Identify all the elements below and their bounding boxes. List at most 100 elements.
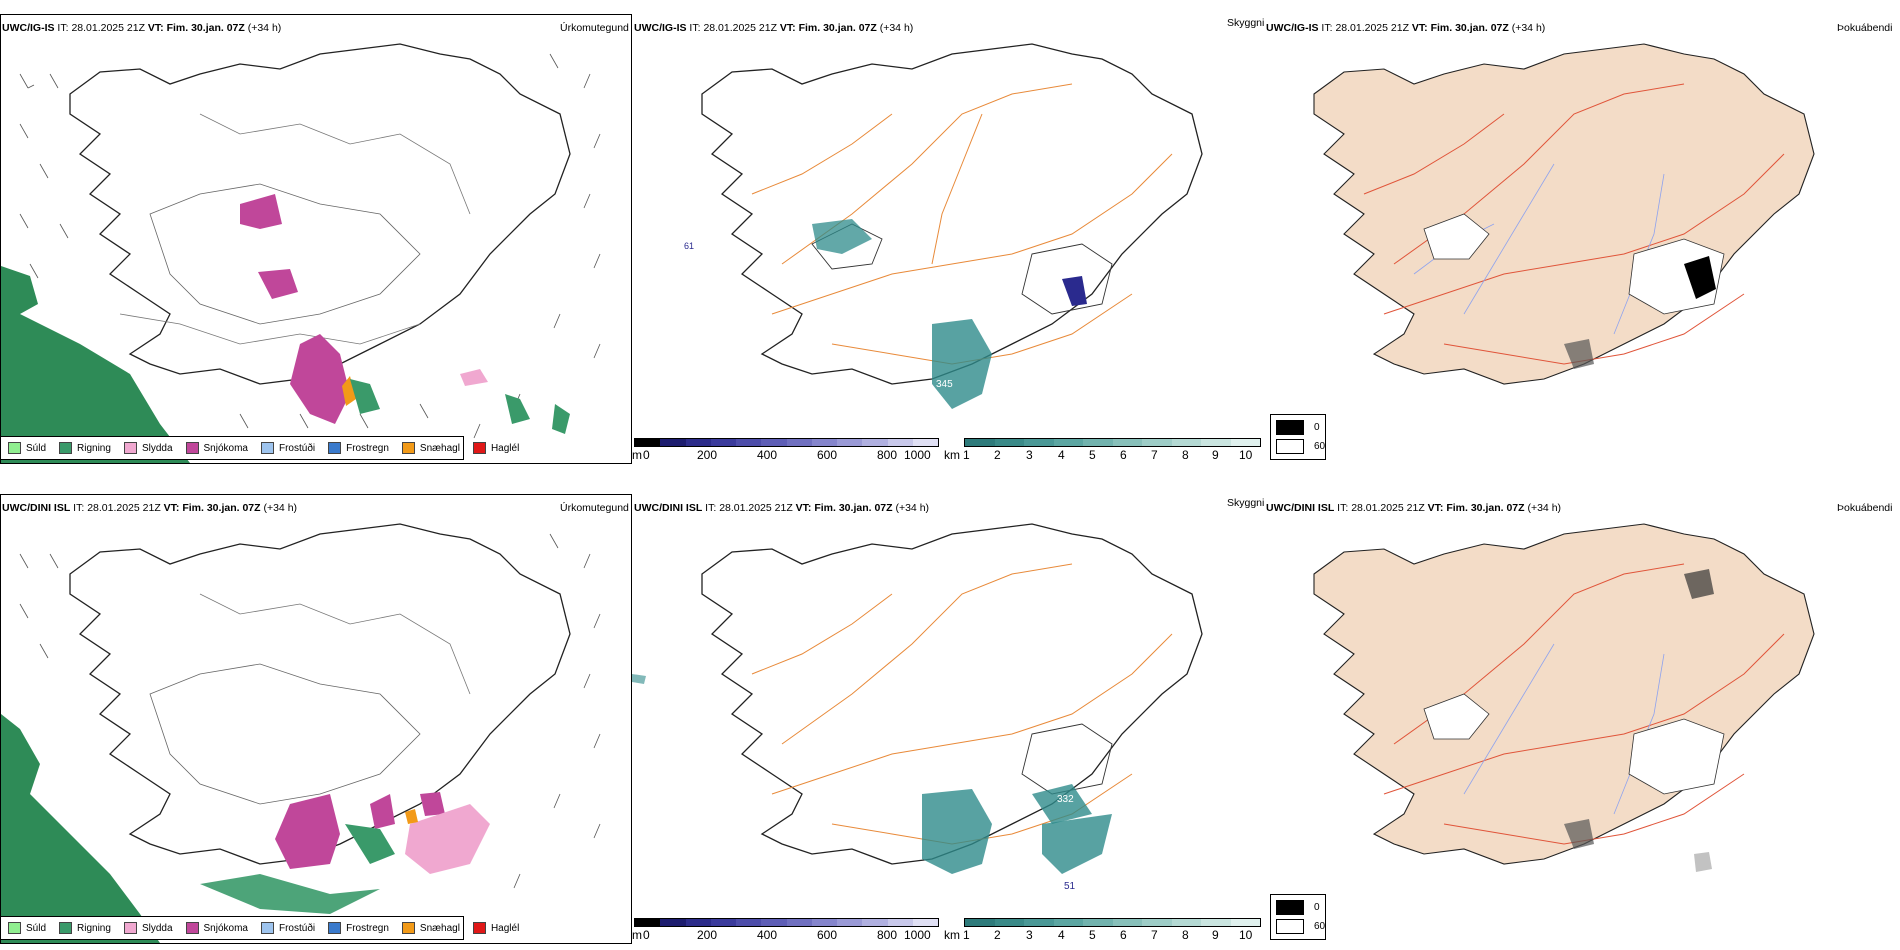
- fog-legend-item-0: 0: [1276, 900, 1320, 915]
- sea-rain-area: [1, 714, 160, 943]
- map-label-945: 945: [972, 878, 989, 889]
- fog-map: [1313, 523, 1815, 872]
- colorbar-cell: [710, 439, 736, 446]
- model-name: UWC/IG-IS: [634, 22, 687, 34]
- lead-time: (+34 h): [879, 22, 914, 34]
- colorbar-cell: [837, 919, 863, 926]
- lead-time: (+34 h): [895, 502, 930, 514]
- colorbar-cell: [1112, 919, 1142, 926]
- legend-item-rigning: Rigning: [59, 442, 111, 454]
- rain-area: [345, 824, 395, 864]
- it-label: IT:: [1337, 502, 1349, 514]
- lead-time: (+34 h): [247, 22, 282, 34]
- swatch: [59, 442, 73, 454]
- colorbar-cell: [887, 919, 913, 926]
- vt-value: Fim. 30.jan. 07Z: [798, 22, 877, 34]
- colorbar-cell: [965, 439, 995, 446]
- colorbar-cell: [1083, 439, 1113, 446]
- colorbar-cell: [1024, 919, 1054, 926]
- colorbar-cell: [710, 919, 736, 926]
- swatch: [8, 922, 21, 934]
- snow-area-3: [420, 792, 445, 816]
- glacier-white-1: [1423, 213, 1490, 260]
- colorbar-strip: [634, 438, 939, 447]
- legend-item-snjokoma: Snjókoma: [185, 922, 248, 934]
- colorbar-cell: [1024, 439, 1054, 446]
- colorbar-cell: [1201, 919, 1231, 926]
- it-label: IT:: [57, 22, 69, 34]
- colorbar-cell: [1171, 439, 1201, 446]
- colorbar-cell: [1053, 439, 1083, 446]
- legend-item-haglel: Haglél: [472, 442, 519, 454]
- glacier-white-2: [1628, 718, 1725, 795]
- panel-header: UWC/DINI ISL IT: 28.01.2025 21Z VT: Fim.…: [2, 502, 297, 514]
- colorbar-cell: [994, 439, 1024, 446]
- lead-time: (+34 h): [1511, 22, 1546, 34]
- map-label-63: 63: [910, 864, 922, 875]
- colorbar-strip: [964, 438, 1261, 447]
- colorbar-cell: [811, 919, 837, 926]
- colorbar-cell: [912, 439, 938, 446]
- colorbar-cell: [1112, 439, 1142, 446]
- vt-label: VT:: [795, 502, 812, 514]
- map-label-345: 345: [936, 379, 953, 390]
- colorbar-cell: [862, 439, 888, 446]
- legend-item-frostregn: Frostregn: [328, 442, 389, 454]
- visibility-panel-row2: UWC/DINI ISL IT: 28.01.2025 21Z VT: Fim.…: [632, 494, 1264, 944]
- panel-header: UWC/DINI ISL IT: 28.01.2025 21Z VT: Fim.…: [634, 502, 929, 514]
- precip-panel-row1: UWC/IG-IS IT: 28.01.2025 21Z VT: Fim. 30…: [0, 14, 632, 464]
- iceland-land: [1313, 43, 1815, 385]
- visibility-colorbar: m 0 200 400 600 800 1000: [632, 436, 942, 464]
- vt-label: VT:: [779, 22, 796, 34]
- lead-time: (+34 h): [1527, 502, 1562, 514]
- colorbar-cell: [1142, 919, 1172, 926]
- panel-header: UWC/IG-IS IT: 28.01.2025 21Z VT: Fim. 30…: [2, 22, 281, 34]
- it-value: 28.01.2025 21Z: [87, 502, 161, 514]
- fog-grey-2: [1564, 819, 1594, 849]
- colorbar-cell: [660, 919, 686, 926]
- cloud-area-1: [812, 219, 872, 254]
- panel-header: UWC/IG-IS IT: 28.01.2025 21Z VT: Fim. 30…: [1266, 22, 1545, 34]
- fog-legend: 0 60: [1270, 894, 1326, 940]
- sleet-area: [460, 369, 488, 386]
- model-name: UWC/DINI ISL: [2, 502, 71, 514]
- swatch: [328, 442, 342, 454]
- panel-title: Þokuábendi: [1837, 502, 1893, 514]
- map-label-326: 326: [936, 874, 953, 885]
- precip-map: [0, 494, 632, 944]
- it-value: 28.01.2025 21Z: [1351, 502, 1425, 514]
- model-name: UWC/DINI ISL: [1266, 502, 1335, 514]
- colorbar-cell: [837, 439, 863, 446]
- glacier-white-1: [1423, 693, 1490, 740]
- map-label-65: 65: [910, 384, 922, 395]
- colorbar-strip: [964, 918, 1261, 927]
- vt-value: Fim. 30.jan. 07Z: [1446, 502, 1525, 514]
- panel-header: UWC/IG-IS IT: 28.01.2025 21Z VT: Fim. 30…: [634, 22, 913, 34]
- colorbar-cell: [994, 919, 1024, 926]
- swatch: [401, 922, 415, 934]
- panel-title: Skyggni: [1227, 17, 1265, 29]
- visibility-map: 63 326 945 332 51: [632, 523, 1203, 892]
- map-label-57: 57: [1065, 336, 1077, 347]
- vt-value: Fim. 30.jan. 07Z: [182, 502, 261, 514]
- colorbar-cell: [761, 919, 787, 926]
- colorbar-cell: [1201, 439, 1231, 446]
- legend-item-snaehagl: Snæhagl: [401, 442, 460, 454]
- vt-label: VT:: [1411, 22, 1428, 34]
- swatch: [472, 442, 486, 454]
- colorbar-cell: [736, 439, 762, 446]
- vt-label: VT:: [147, 22, 164, 34]
- cloud-area-west: [632, 674, 646, 684]
- snow-area-1: [275, 794, 340, 869]
- it-value: 28.01.2025 21Z: [71, 22, 145, 34]
- legend-item-haglel: Haglél: [472, 922, 519, 934]
- fog-grey-3: [1694, 852, 1712, 872]
- legend-item-slydda: Slydda: [123, 442, 173, 454]
- snow-area-3: [258, 269, 298, 299]
- glacier-outline: [1021, 723, 1113, 795]
- panel-title: Úrkomutegund: [560, 502, 629, 514]
- ice-pellet-area: [405, 809, 418, 824]
- colorbar-cell: [685, 919, 711, 926]
- precip-legend: Súld Rigning Slydda Snjókoma Frostúði Fr…: [0, 916, 519, 940]
- colorbar-cell: [635, 919, 661, 926]
